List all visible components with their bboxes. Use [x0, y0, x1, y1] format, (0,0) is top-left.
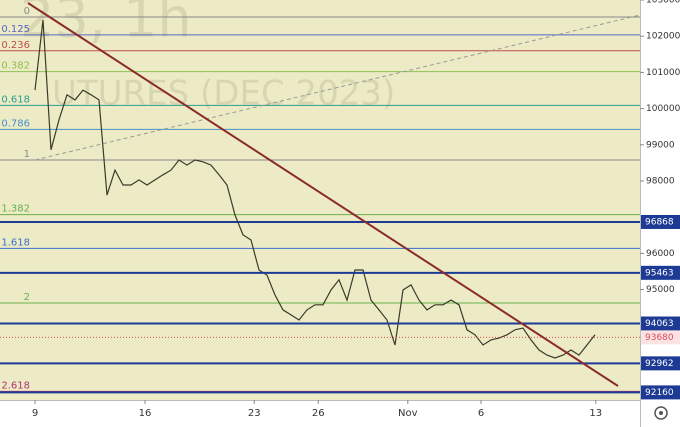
x-tick-label: 13 — [589, 408, 602, 419]
gear-center[interactable] — [659, 411, 663, 415]
fib-label: 0.125 — [1, 24, 30, 35]
level-tag — [641, 265, 680, 280]
level-label: 96868 — [645, 217, 674, 227]
level-label: 95463 — [645, 268, 674, 278]
watermark: UTURES (DEC 2023) — [52, 74, 395, 114]
level-tag — [641, 356, 680, 371]
fib-label: 0.236 — [1, 40, 30, 51]
fib-label: 2 — [24, 292, 30, 303]
y-tick-label: 103000 — [646, 0, 680, 6]
y-tick-label: 99000 — [646, 140, 675, 150]
x-tick-label: 16 — [139, 408, 152, 419]
fib-label: 2.618 — [1, 380, 30, 391]
level-tag — [641, 316, 680, 331]
level-tag — [641, 214, 680, 229]
fib-label: 1 — [24, 149, 30, 160]
fib-label: 0.618 — [1, 94, 30, 105]
gear[interactable] — [654, 406, 668, 420]
last-price-tag — [641, 330, 680, 345]
level-label: 92160 — [645, 388, 674, 398]
time-axis — [0, 400, 640, 427]
level-label: 92962 — [645, 359, 674, 369]
level-tag — [641, 385, 680, 400]
fib-label: 0.382 — [1, 61, 30, 72]
trend-line — [27, 2, 619, 387]
x-tick-label: 26 — [312, 408, 325, 419]
y-tick-label: 100000 — [646, 104, 680, 114]
x-tick-label: 9 — [32, 408, 38, 419]
watermark: 23, 1h — [20, 0, 192, 50]
y-tick-label: 96000 — [646, 249, 675, 259]
fib-label: 1.618 — [1, 237, 30, 248]
y-tick-label: 95000 — [646, 285, 675, 295]
x-tick-label: 23 — [248, 408, 261, 419]
x-tick-label: Nov — [398, 408, 418, 419]
level-label: 94063 — [645, 319, 674, 329]
fib-label: 1.382 — [1, 204, 30, 215]
last-price-label: 93680 — [645, 333, 674, 343]
fib-label: 0.786 — [1, 118, 30, 129]
settings-icon[interactable] — [654, 406, 668, 420]
y-tick-label: 98000 — [646, 176, 675, 186]
x-tick-label: 6 — [478, 408, 484, 419]
y-tick-label: 102000 — [646, 32, 680, 42]
plot-background — [0, 0, 640, 400]
y-tick-label: 101000 — [646, 68, 680, 78]
trend-line — [34, 14, 641, 161]
fib-label: 0 — [24, 6, 30, 17]
price-axis — [640, 0, 680, 427]
